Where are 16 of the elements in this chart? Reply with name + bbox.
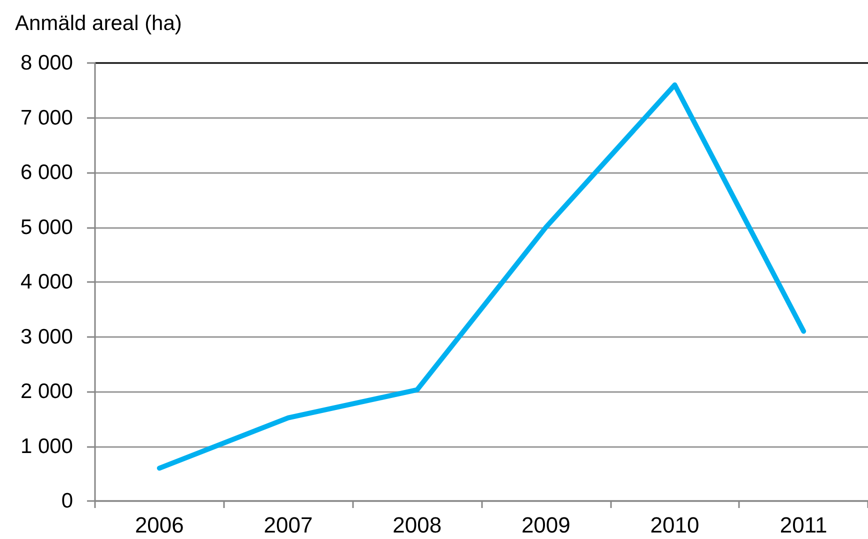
x-tick-label: 2006 [134,512,184,538]
y-tick-label: 3 000 [20,325,73,348]
y-tick-label: 6 000 [20,161,73,184]
x-tick-label: 2010 [650,512,700,538]
x-tick-label: 2011 [780,512,828,538]
y-tick-label: 7 000 [20,106,73,130]
y-tick-label: 8 000 [20,52,73,74]
y-tick-label: 4 000 [20,270,73,294]
x-tick-label: 2008 [392,512,442,538]
y-tick-label: 1 000 [20,434,73,458]
x-tick-label: 2007 [264,512,313,538]
y-axis-title: Anmäld areal (ha) [15,12,182,35]
y-tick-label: 5 000 [20,216,73,239]
y-tick-label: 0 [61,490,73,512]
x-tick-label: 2009 [521,512,570,538]
y-tick-label: 2 000 [20,380,73,403]
